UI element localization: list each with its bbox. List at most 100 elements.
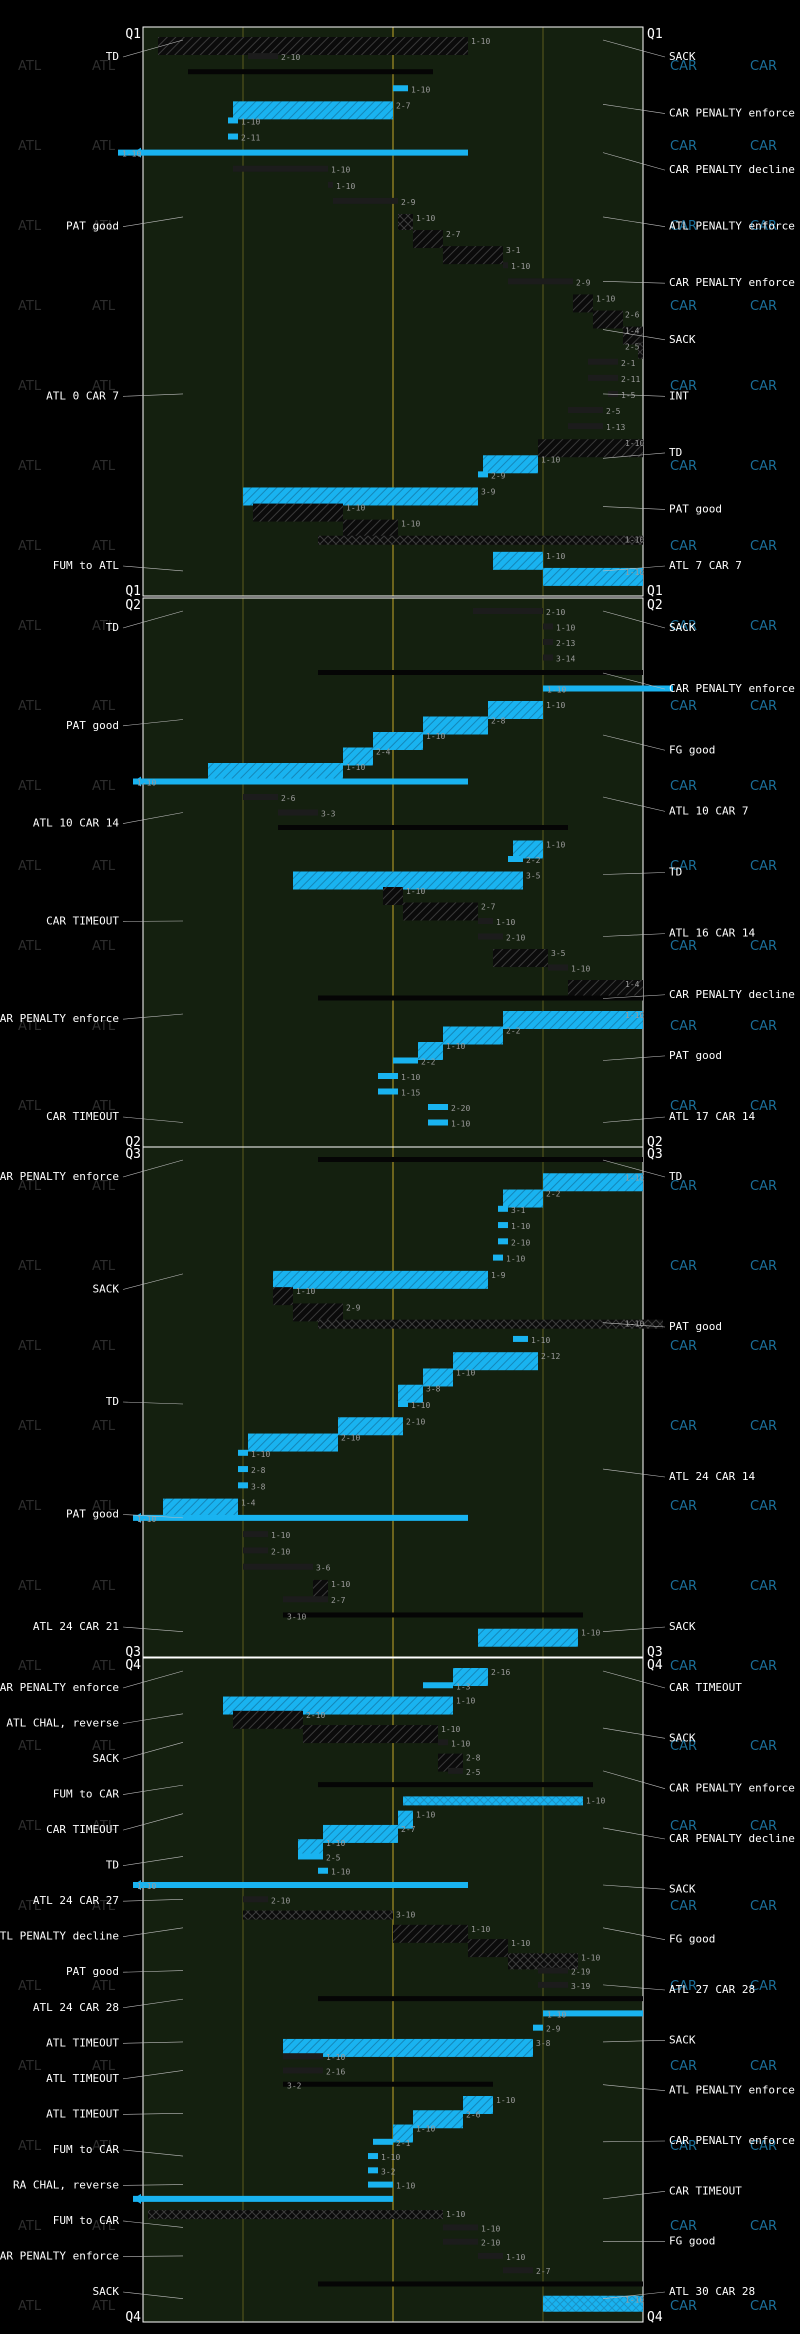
car-play-pass: [488, 701, 543, 719]
atl-play-pass: [303, 1725, 438, 1744]
car-play-pass: [283, 2038, 533, 2057]
down-distance-label: 2-16: [491, 1668, 510, 1677]
down-distance-label: 3-5: [551, 949, 566, 958]
down-distance-label: 1-10: [296, 1287, 315, 1296]
down-distance-label: 3-5: [526, 872, 541, 881]
annotation-leader: [122, 2184, 184, 2186]
down-distance-label: 1-10: [481, 2224, 500, 2233]
atl-play-pen: [508, 1953, 578, 1970]
annotation-leader: [122, 1273, 184, 1290]
atl-play-pass: [593, 310, 623, 329]
annotation-leader: [122, 812, 184, 824]
atl-play-run: [328, 181, 333, 188]
atl-play-run: [543, 639, 553, 645]
play-annotation: PAT good: [66, 1965, 119, 1978]
atl-watermark: ATL: [18, 2059, 42, 2074]
atl-play-drive: [318, 670, 643, 675]
annotation-leader: [602, 1884, 666, 1890]
down-distance-label: 3-6: [316, 1564, 331, 1573]
car-watermark: CAR: [670, 1739, 697, 1754]
car-watermark: CAR: [670, 299, 697, 314]
annotation-leader: [602, 2040, 666, 2043]
down-distance-label: 2-6: [466, 2110, 481, 2119]
atl-watermark: ATL: [18, 1739, 42, 1754]
car-watermark: CAR: [750, 2299, 777, 2314]
atl-watermark: ATL: [92, 1179, 116, 1194]
car-watermark: CAR: [670, 59, 697, 74]
atl-play-pen: [638, 342, 643, 359]
atl-watermark: ATL: [18, 1259, 42, 1274]
atl-watermark: ATL: [92, 1499, 116, 1514]
atl-play-drive: [318, 1782, 593, 1788]
car-watermark: CAR: [670, 219, 697, 234]
annotation-leader: [122, 1013, 184, 1020]
down-distance-label: 1-10: [625, 2296, 644, 2305]
play-annotation: SACK: [669, 2033, 696, 2046]
annotation-leader: [602, 1770, 666, 1789]
down-distance-label: 1-10: [541, 455, 560, 464]
atl-watermark: ATL: [18, 1499, 42, 1514]
quarter-end-label: Q3: [647, 1645, 663, 1660]
down-distance-label: 3-8: [251, 1482, 266, 1491]
play-annotation: RA CHAL, reverse: [13, 2178, 119, 2191]
down-distance-label: 2-5: [466, 1768, 481, 1777]
car-watermark: CAR: [670, 2139, 697, 2154]
play-annotation: SACK: [669, 1882, 696, 1895]
down-distance-label: 2-2: [421, 1058, 436, 1067]
down-distance-label: 3-3: [321, 810, 336, 819]
car-watermark: CAR: [670, 539, 697, 554]
score-arrow: [133, 1880, 141, 1890]
down-distance-label: 2-7: [401, 1825, 416, 1834]
car-watermark: CAR: [670, 1819, 697, 1834]
car-play-pass: [543, 567, 643, 586]
down-distance-label: 1-10: [241, 117, 260, 126]
score-label: ATL 0 CAR 7: [46, 389, 119, 402]
play-annotation: FUM to CAR: [53, 2214, 120, 2227]
car-play-pass: [503, 1011, 643, 1029]
down-distance-label: 1-9: [491, 1271, 506, 1280]
play-annotation: PAT good: [66, 1508, 119, 1521]
score-label: ATL 17 CAR 14: [669, 1110, 755, 1123]
down-distance-label: 1-10: [411, 85, 430, 94]
down-distance-label: 2-8: [466, 1754, 481, 1763]
atl-watermark: ATL: [18, 1019, 42, 1034]
car-watermark: CAR: [750, 139, 777, 154]
car-play-run: [393, 1057, 418, 1064]
car-play-run: [298, 1853, 323, 1860]
down-distance-label: 1-10: [546, 701, 565, 710]
atl-play-run: [278, 809, 318, 816]
annotation-leader: [602, 2191, 666, 2200]
play-annotation: TD: [106, 1859, 119, 1872]
car-watermark: CAR: [750, 1819, 777, 1834]
quarter-frame: [142, 1146, 644, 1658]
down-distance-label: 2-2: [506, 1027, 521, 1036]
atl-play-run: [588, 374, 618, 381]
play-annotation: FG good: [669, 2235, 715, 2248]
atl-watermark: ATL: [18, 1659, 42, 1674]
play-annotation: INT: [669, 389, 689, 402]
play-annotation: CAR TIMEOUT: [669, 2184, 742, 2197]
annotation-leader: [122, 1998, 184, 2009]
quarter-end-label: Q2: [125, 1135, 141, 1150]
quarter-start-label: Q1: [125, 27, 141, 42]
atl-watermark: ATL: [92, 619, 116, 634]
car-watermark: CAR: [750, 1499, 777, 1514]
car-watermark: CAR: [670, 859, 697, 874]
atl-watermark: ATL: [18, 619, 42, 634]
atl-play-pass: [393, 1924, 468, 1943]
atl-watermark: ATL: [92, 1419, 116, 1434]
car-watermark: CAR: [750, 939, 777, 954]
down-distance-label: 3-19: [571, 1982, 590, 1991]
atl-play-pass: [438, 1753, 463, 1772]
atl-play-pass: [623, 326, 643, 345]
car-play-run: [228, 133, 238, 140]
atl-play-pass: [493, 949, 548, 967]
down-distance-label: 2-9: [546, 2025, 561, 2034]
atl-play-run: [243, 1547, 268, 1554]
atl-watermark: ATL: [92, 2059, 116, 2074]
atl-watermark: ATL: [92, 459, 116, 474]
down-distance-label: 3-2: [381, 2167, 396, 2176]
annotation-leader: [602, 872, 666, 875]
